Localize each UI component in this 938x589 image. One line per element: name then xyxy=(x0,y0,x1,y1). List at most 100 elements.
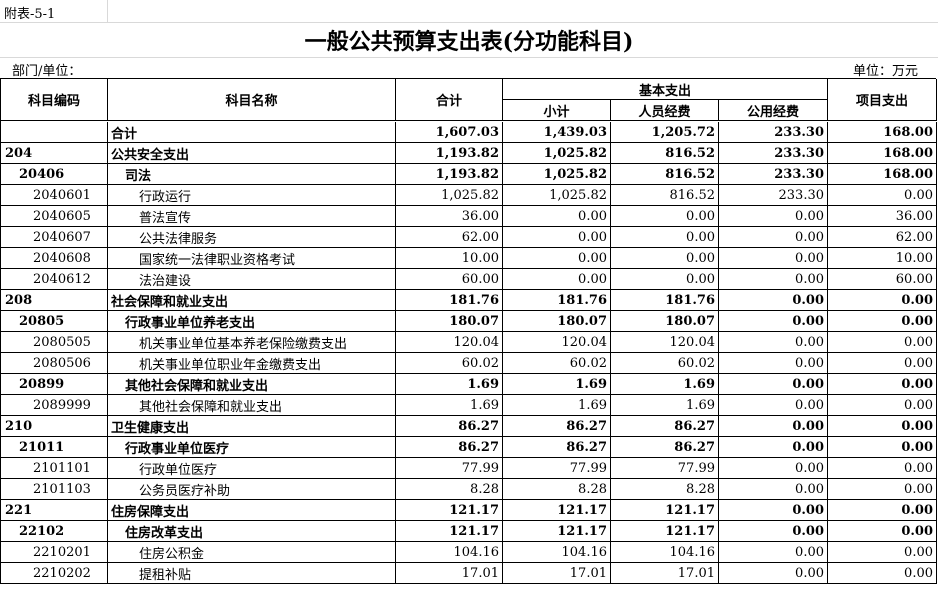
name-cell: 其他社会保障和就业支出 xyxy=(108,374,396,395)
amount-cell: 60.00 xyxy=(396,269,503,290)
name-cell: 社会保障和就业支出 xyxy=(108,290,396,311)
amount-cell: 86.27 xyxy=(396,437,503,458)
header-cell: 科目名称 xyxy=(108,79,396,121)
amount-cell: 0.00 xyxy=(503,206,611,227)
amount-cell: 0.00 xyxy=(828,500,937,521)
amount-cell: 0.00 xyxy=(719,437,828,458)
amount-cell: 121.17 xyxy=(396,521,503,542)
amount-cell: 121.17 xyxy=(503,500,611,521)
name-cell: 公共法律服务 xyxy=(108,227,396,248)
grid-line xyxy=(107,0,108,22)
code-cell: 2040608 xyxy=(1,248,108,269)
amount-cell: 121.17 xyxy=(503,521,611,542)
amount-cell: 1,193.82 xyxy=(396,143,503,164)
amount-cell: 0.00 xyxy=(719,290,828,311)
code-cell: 2101101 xyxy=(1,458,108,479)
amount-cell: 0.00 xyxy=(611,248,719,269)
amount-cell: 0.00 xyxy=(719,542,828,563)
amount-cell: 77.99 xyxy=(396,458,503,479)
code-cell: 22102 xyxy=(1,521,108,542)
amount-cell: 120.04 xyxy=(611,332,719,353)
amount-cell: 0.00 xyxy=(828,311,937,332)
grid-line xyxy=(0,57,938,58)
amount-cell: 0.00 xyxy=(828,290,937,311)
name-cell: 普法宣传 xyxy=(108,206,396,227)
amount-cell: 816.52 xyxy=(611,164,719,185)
code-cell: 2089999 xyxy=(1,395,108,416)
name-cell: 住房改革支出 xyxy=(108,521,396,542)
amount-cell: 104.16 xyxy=(611,542,719,563)
amount-cell: 1.69 xyxy=(503,374,611,395)
amount-cell: 0.00 xyxy=(503,269,611,290)
code-cell: 20406 xyxy=(1,164,108,185)
amount-cell: 86.27 xyxy=(611,437,719,458)
amount-cell: 1,025.82 xyxy=(503,143,611,164)
amount-cell: 0.00 xyxy=(828,521,937,542)
amount-cell: 168.00 xyxy=(828,122,937,143)
title: 一般公共预算支出表(分功能科目) xyxy=(304,29,634,55)
amount-cell: 0.00 xyxy=(503,248,611,269)
amount-cell: 17.01 xyxy=(611,563,719,584)
amount-cell: 0.00 xyxy=(828,332,937,353)
amount-cell: 62.00 xyxy=(828,227,937,248)
name-cell: 住房保障支出 xyxy=(108,500,396,521)
code-cell xyxy=(1,122,108,143)
amount-cell: 1.69 xyxy=(611,395,719,416)
table: 科目编码 科目名称 合计 基本支出 小计 人员经费 公用经费 项目支出 合计 1,607.03 1,… xyxy=(0,78,937,584)
amount-cell: 180.07 xyxy=(396,311,503,332)
code-cell: 21011 xyxy=(1,437,108,458)
name-cell: 行政事业单位医疗 xyxy=(108,437,396,458)
amount-cell: 0.00 xyxy=(719,521,828,542)
amount-cell: 233.30 xyxy=(719,164,828,185)
header-cell: 基本支出 xyxy=(503,79,828,100)
amount-cell: 36.00 xyxy=(828,206,937,227)
amount-cell: 0.00 xyxy=(611,206,719,227)
amount-cell: 8.28 xyxy=(503,479,611,500)
name-cell: 机关事业单位职业年金缴费支出 xyxy=(108,353,396,374)
amount-cell: 0.00 xyxy=(719,479,828,500)
amount-cell: 181.76 xyxy=(611,290,719,311)
code-cell: 210 xyxy=(1,416,108,437)
amount-cell: 1,025.82 xyxy=(396,185,503,206)
amount-cell: 0.00 xyxy=(828,395,937,416)
amount-cell: 0.00 xyxy=(828,479,937,500)
amount-cell: 0.00 xyxy=(828,437,937,458)
amount-cell: 180.07 xyxy=(503,311,611,332)
amount-cell: 77.99 xyxy=(503,458,611,479)
amount-cell: 60.00 xyxy=(828,269,937,290)
amount-cell: 0.00 xyxy=(719,206,828,227)
code-cell: 2101103 xyxy=(1,479,108,500)
name-cell: 合计 xyxy=(108,122,396,143)
amount-cell: 10.00 xyxy=(828,248,937,269)
amount-cell: 1,205.72 xyxy=(611,122,719,143)
amount-cell: 86.27 xyxy=(503,437,611,458)
amount-cell: 1.69 xyxy=(396,374,503,395)
header-cell: 合计 xyxy=(396,79,503,121)
amount-cell: 816.52 xyxy=(611,143,719,164)
sheet-label: 附表-5-1 xyxy=(4,7,56,22)
amount-cell: 121.17 xyxy=(611,500,719,521)
amount-cell: 168.00 xyxy=(828,164,937,185)
amount-cell: 104.16 xyxy=(396,542,503,563)
amount-cell: 121.17 xyxy=(396,500,503,521)
amount-cell: 17.01 xyxy=(396,563,503,584)
name-cell: 公务员医疗补助 xyxy=(108,479,396,500)
code-cell: 2210202 xyxy=(1,563,108,584)
amount-cell: 1,025.82 xyxy=(503,185,611,206)
amount-cell: 233.30 xyxy=(719,122,828,143)
dept-label: 部门/单位： xyxy=(12,64,82,79)
amount-cell: 0.00 xyxy=(719,374,828,395)
name-cell: 司法 xyxy=(108,164,396,185)
amount-cell: 60.02 xyxy=(396,353,503,374)
amount-cell: 0.00 xyxy=(828,542,937,563)
amount-cell: 0.00 xyxy=(828,458,937,479)
grid-line xyxy=(0,22,938,23)
amount-cell: 233.30 xyxy=(719,185,828,206)
header-cell: 人员经费 xyxy=(611,100,719,121)
code-cell: 2040612 xyxy=(1,269,108,290)
code-cell: 2040605 xyxy=(1,206,108,227)
code-cell: 2080506 xyxy=(1,353,108,374)
unit-label: 单位：万元 xyxy=(852,64,918,79)
name-cell: 行政事业单位养老支出 xyxy=(108,311,396,332)
